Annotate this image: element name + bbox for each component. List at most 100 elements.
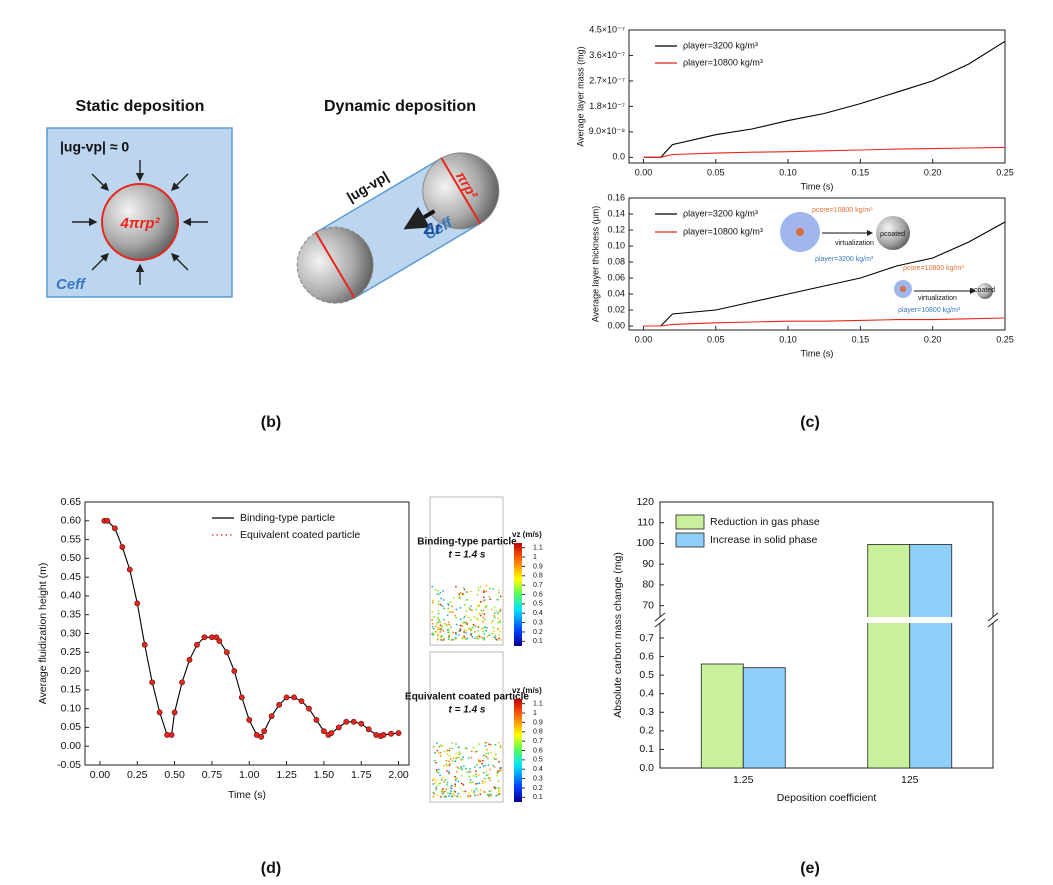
particle xyxy=(450,747,453,750)
particle xyxy=(439,774,441,777)
particle xyxy=(476,750,478,753)
caption: (b) xyxy=(261,414,281,431)
particle xyxy=(446,753,449,756)
legend-label: Binding-type particle xyxy=(240,512,335,524)
y-tick-label: 0.40 xyxy=(61,590,82,602)
particle xyxy=(479,614,482,617)
particle xyxy=(477,605,479,608)
particle xyxy=(494,743,497,746)
legend-label: Equivalent coated particle xyxy=(240,529,360,541)
x-tick-label: 1.75 xyxy=(351,769,372,781)
particle xyxy=(452,757,455,760)
particle xyxy=(441,745,444,747)
particle xyxy=(448,754,451,757)
particle xyxy=(435,630,437,633)
break-mark xyxy=(654,612,666,622)
particle xyxy=(455,743,458,746)
particle xyxy=(485,584,488,587)
particle xyxy=(463,634,465,637)
particle xyxy=(460,758,462,761)
particle xyxy=(486,626,488,629)
annotation: ρlayer=10800 kg/m³ xyxy=(898,307,961,314)
particle xyxy=(487,794,490,797)
particle xyxy=(441,793,444,796)
particle xyxy=(456,766,459,769)
x-tick-label: 0.25 xyxy=(996,334,1014,344)
particle xyxy=(493,615,496,617)
particle xyxy=(483,637,486,639)
y-tick-label: 0.15 xyxy=(61,684,82,696)
particle xyxy=(470,789,473,792)
particle xyxy=(464,614,467,617)
particle xyxy=(441,635,443,638)
particle xyxy=(458,630,461,633)
point xyxy=(134,600,141,607)
particle xyxy=(455,757,458,759)
point xyxy=(201,634,208,641)
particle xyxy=(496,612,499,615)
colorbar-tick-label: 0.3 xyxy=(533,619,543,626)
particle xyxy=(450,639,453,641)
particle xyxy=(448,610,451,613)
particle xyxy=(454,614,457,617)
particle xyxy=(485,590,488,593)
particle xyxy=(467,795,470,797)
particle xyxy=(498,630,501,633)
colorbar-tick-label: 0.4 xyxy=(533,610,543,617)
particle xyxy=(488,595,491,598)
point xyxy=(350,718,357,725)
y-tick-label: 0.50 xyxy=(61,552,82,564)
colorbar-tick-label: 0.2 xyxy=(533,785,543,792)
particle xyxy=(482,596,485,599)
break-mark xyxy=(987,618,999,628)
bar xyxy=(909,619,953,769)
annotation: virtualization xyxy=(835,240,874,247)
particle xyxy=(478,782,481,785)
particle xyxy=(471,635,474,638)
point xyxy=(283,694,290,701)
particle xyxy=(444,795,447,798)
particle xyxy=(479,760,481,763)
particle xyxy=(444,790,447,793)
particle xyxy=(478,743,481,746)
particle xyxy=(437,768,440,771)
point xyxy=(291,694,297,701)
particle xyxy=(455,637,458,640)
y-tick-label: 0.06 xyxy=(607,272,625,282)
particle xyxy=(435,789,437,791)
y-tick-label: 2.7×10⁻⁷ xyxy=(589,75,625,85)
particle xyxy=(431,625,434,628)
particle xyxy=(474,637,476,640)
y-tick-label: 0.25 xyxy=(61,646,82,658)
particle xyxy=(497,741,500,744)
particle xyxy=(450,795,453,797)
particle xyxy=(458,753,460,756)
particle xyxy=(465,632,467,634)
break-mark xyxy=(987,612,999,622)
particle xyxy=(436,589,439,592)
y-axis-title: Average fluidization height (m) xyxy=(37,563,49,705)
particle xyxy=(449,763,452,765)
particle xyxy=(442,630,445,632)
particle xyxy=(477,759,480,762)
particle xyxy=(481,762,483,765)
particle xyxy=(469,781,472,784)
plot-frame xyxy=(628,197,1006,331)
particle xyxy=(444,779,447,781)
legend-swatch xyxy=(675,514,705,530)
particle xyxy=(474,631,476,633)
particle xyxy=(469,794,472,797)
particle xyxy=(486,748,489,751)
particle xyxy=(490,621,493,624)
particle xyxy=(473,766,476,769)
point xyxy=(358,720,365,727)
particle xyxy=(439,621,442,624)
particle xyxy=(497,621,500,624)
y-axis-title: Absolute carbon mass change (mg) xyxy=(612,552,624,718)
particle xyxy=(437,618,440,621)
particle xyxy=(484,781,487,784)
x-axis-title: Deposition coefficient xyxy=(777,792,877,804)
particle xyxy=(446,749,449,752)
particle xyxy=(498,760,500,763)
particle xyxy=(443,750,446,753)
